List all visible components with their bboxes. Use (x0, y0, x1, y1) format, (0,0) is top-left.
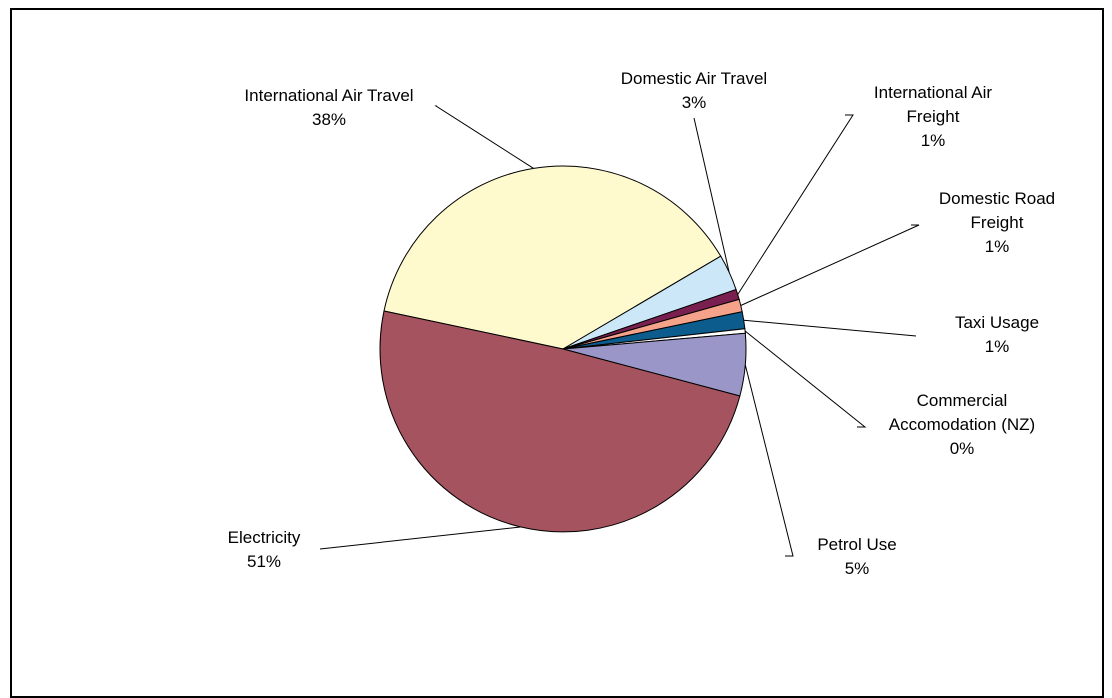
pie-slice (379, 310, 741, 533)
leader-line (744, 364, 794, 557)
slice-label: International Air Travel 38% (244, 86, 413, 129)
leader-line (434, 105, 534, 169)
slice-percent: 0% (950, 439, 975, 458)
slice-name: Freight (907, 107, 960, 126)
leader-line (737, 114, 854, 295)
slice-percent: 51% (247, 552, 281, 571)
slice-name: Petrol Use (817, 535, 896, 554)
leader-line (693, 117, 730, 273)
pie-slices (379, 165, 747, 533)
slice-name: Freight (971, 213, 1024, 232)
slice-percent: 1% (985, 337, 1010, 356)
slice-label: Domestic Air Travel 3% (621, 69, 767, 112)
slice-label: Taxi Usage 1% (955, 313, 1039, 356)
slice-percent: 1% (921, 131, 946, 150)
slice-labels: International Air Travel 38% Domestic Air … (228, 69, 1055, 578)
slice-label: Petrol Use 5% (817, 535, 896, 578)
slice-label: Domestic Road Freight 1% (939, 189, 1055, 256)
leader-line (743, 319, 917, 337)
slice-label: Electricity 51% (228, 528, 301, 571)
slice-name: Electricity (228, 528, 301, 547)
leader-line (740, 224, 920, 306)
leader-lines (319, 105, 920, 557)
slice-percent: 5% (845, 559, 870, 578)
slice-name: Domestic Road (939, 189, 1055, 208)
slice-percent: 1% (985, 237, 1010, 256)
slice-name: Taxi Usage (955, 313, 1039, 332)
slice-percent: 3% (682, 93, 707, 112)
slice-name: International Air Travel (244, 86, 413, 105)
leader-line (744, 330, 867, 428)
slice-label: International Air Freight 1% (874, 83, 992, 150)
pie-slice (383, 165, 722, 350)
leader-line (319, 526, 521, 550)
slice-label: Commercial Accomodation (NZ) 0% (889, 391, 1035, 458)
slice-name: Accomodation (NZ) (889, 415, 1035, 434)
slice-name: Commercial (917, 391, 1008, 410)
slice-percent: 38% (312, 110, 346, 129)
slice-name: Domestic Air Travel (621, 69, 767, 88)
slice-name: International Air (874, 83, 992, 102)
